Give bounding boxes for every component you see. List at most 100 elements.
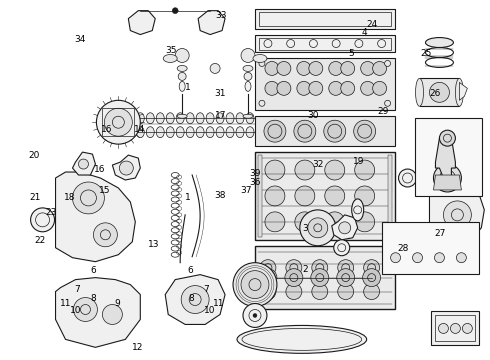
Text: 22: 22 [34,236,46,245]
Ellipse shape [425,37,453,48]
Circle shape [277,62,291,75]
Circle shape [329,81,343,95]
Circle shape [325,212,345,232]
Ellipse shape [455,78,464,106]
Circle shape [413,253,422,263]
Circle shape [385,60,391,67]
Bar [388,155,392,237]
Text: 1: 1 [185,193,190,202]
Text: 8: 8 [90,294,96,303]
Ellipse shape [166,113,174,124]
Text: 3: 3 [302,224,308,233]
Polygon shape [112,155,140,180]
Circle shape [434,164,462,192]
Circle shape [241,49,255,62]
Circle shape [243,303,267,328]
Circle shape [329,62,343,75]
Text: 6: 6 [187,266,193,275]
Polygon shape [55,172,135,262]
Circle shape [334,240,350,256]
Ellipse shape [177,66,187,71]
Text: 25: 25 [420,49,431,58]
Text: 16: 16 [94,165,106,174]
Ellipse shape [179,81,185,91]
Bar [102,108,134,136]
Circle shape [355,212,375,232]
Ellipse shape [237,325,367,353]
Ellipse shape [136,127,144,138]
Circle shape [30,208,54,232]
Text: 20: 20 [28,151,40,160]
Circle shape [295,160,315,180]
Circle shape [361,62,375,75]
Text: 19: 19 [352,157,364,166]
Text: 12: 12 [132,343,143,352]
Circle shape [286,284,302,300]
Ellipse shape [156,127,164,138]
Circle shape [265,62,279,75]
Ellipse shape [166,127,174,138]
Ellipse shape [147,113,154,124]
Bar [258,155,262,237]
Bar [255,152,394,240]
Polygon shape [198,11,225,35]
Ellipse shape [243,66,253,71]
Polygon shape [165,275,225,324]
Text: 29: 29 [377,107,389,116]
Circle shape [78,159,89,169]
Circle shape [338,284,354,300]
Text: 35: 35 [165,46,176,55]
Circle shape [265,186,285,206]
Polygon shape [73,152,96,175]
Bar [436,315,475,341]
Circle shape [312,284,328,300]
Ellipse shape [352,199,364,221]
Ellipse shape [206,127,214,138]
Ellipse shape [163,54,177,62]
Circle shape [297,62,311,75]
Bar [255,116,394,146]
Circle shape [210,63,220,73]
Circle shape [398,169,416,187]
Circle shape [265,212,285,232]
Ellipse shape [236,127,244,138]
Bar [259,12,391,26]
Circle shape [324,120,346,142]
Circle shape [429,82,449,102]
Text: 38: 38 [214,190,225,199]
Bar [255,35,394,53]
Circle shape [265,81,279,95]
Text: 2: 2 [302,265,308,274]
Circle shape [372,81,387,95]
Ellipse shape [196,113,204,124]
Polygon shape [55,278,140,347]
Polygon shape [128,11,155,35]
Polygon shape [434,175,462,190]
Circle shape [325,186,345,206]
Circle shape [385,100,391,106]
Circle shape [450,323,461,333]
Text: 30: 30 [308,111,319,120]
Text: 33: 33 [215,10,226,19]
Text: 27: 27 [435,229,446,238]
Circle shape [341,81,355,95]
Ellipse shape [147,127,154,138]
Circle shape [181,285,209,314]
Circle shape [102,305,122,324]
Circle shape [364,284,380,300]
Ellipse shape [226,127,234,138]
Text: 4: 4 [362,28,367,37]
Text: 11: 11 [60,299,72,308]
Text: 17: 17 [215,111,226,120]
Circle shape [241,271,269,298]
Circle shape [456,253,466,263]
Text: 24: 24 [366,19,377,28]
Circle shape [300,210,336,246]
Text: 26: 26 [430,89,441,98]
Bar [382,222,479,274]
Circle shape [341,62,355,75]
Text: 10: 10 [70,306,81,315]
Circle shape [309,81,323,95]
Ellipse shape [206,113,214,124]
Text: 5: 5 [349,49,354,58]
